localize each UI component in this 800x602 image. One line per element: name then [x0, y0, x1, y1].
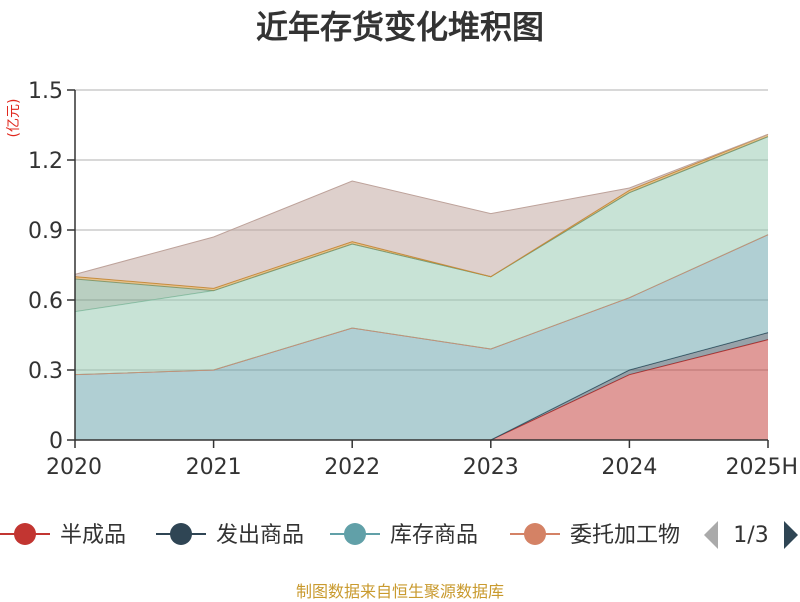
legend-label: 发出商品	[216, 523, 304, 548]
y-tick-label: 1.2	[28, 149, 63, 174]
legend-page-indicator: 1/3	[733, 523, 768, 548]
source-note: 制图数据来自恒生聚源数据库	[295, 582, 504, 601]
x-tick-label: 2022	[324, 455, 380, 480]
line-series-5	[74, 136, 769, 292]
legend-next-page-icon[interactable]	[784, 521, 798, 549]
x-tick-label: 2025H	[725, 455, 798, 480]
legend-marker-icon	[344, 523, 366, 545]
line-series-7	[74, 133, 769, 275]
y-tick-label: 1.5	[28, 79, 63, 104]
area-series-layer	[74, 133, 769, 441]
area-series-0	[75, 339, 768, 440]
legend-label: 半成品	[60, 523, 126, 548]
area-series-5	[75, 136, 768, 312]
legend-label: 库存商品	[390, 523, 478, 548]
y-tick-label: 0.3	[28, 359, 63, 384]
legend-label: 委托加工物	[570, 523, 680, 548]
area-series-7	[75, 134, 768, 289]
legend-marker-icon	[14, 523, 36, 545]
legend-item[interactable]: 库存商品	[330, 523, 478, 548]
x-tick-label: 2023	[463, 455, 519, 480]
chart-title: 近年存货变化堆积图	[255, 8, 544, 46]
x-tick-label: 2024	[601, 455, 657, 480]
area-series-2	[75, 234, 768, 440]
legend-marker-icon	[524, 523, 546, 545]
legend-marker-icon	[170, 523, 192, 545]
legend-prev-page-icon[interactable]	[704, 521, 718, 549]
y-tick-label: 0.9	[28, 219, 63, 244]
legend-item[interactable]: 委托加工物	[510, 523, 680, 548]
axes: 0 0.3 0.6 0.9 1.2 1.5 2020 2021 2022 2023 2024 2025…	[28, 79, 798, 480]
y-tick-label: 0.6	[28, 289, 63, 314]
x-tick-label: 2021	[186, 455, 242, 480]
legend-item[interactable]: 发出商品	[156, 523, 304, 548]
legend-item[interactable]: 半成品	[0, 523, 126, 548]
x-tick-label: 2020	[46, 455, 102, 480]
area-series-4	[75, 136, 768, 375]
legend: 半成品 发出商品 库存商品 委托加工物 1/3	[0, 521, 798, 549]
y-tick-label: 0	[49, 429, 63, 454]
